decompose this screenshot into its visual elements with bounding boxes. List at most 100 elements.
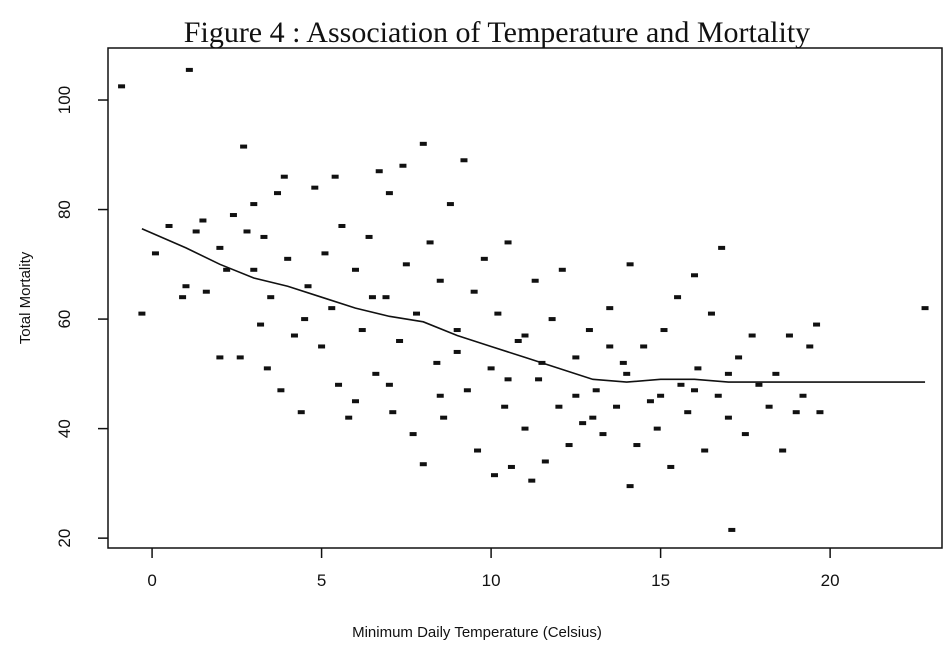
point — [748, 333, 756, 338]
point — [304, 284, 312, 289]
point — [240, 144, 248, 149]
point — [284, 256, 292, 261]
point — [613, 404, 621, 409]
point — [724, 371, 732, 376]
point — [192, 229, 200, 234]
point — [646, 399, 654, 404]
point — [660, 328, 668, 333]
point — [606, 306, 614, 311]
point — [396, 338, 404, 343]
point — [674, 295, 682, 300]
point — [151, 251, 159, 256]
trend-line — [141, 227, 926, 383]
point — [640, 344, 648, 349]
point — [504, 240, 512, 245]
point — [684, 410, 692, 415]
point — [118, 84, 126, 89]
point — [714, 393, 722, 398]
point — [399, 163, 407, 168]
point — [667, 464, 675, 469]
point — [138, 311, 146, 316]
point — [409, 432, 417, 437]
point — [297, 410, 305, 415]
point — [185, 67, 193, 72]
point — [402, 262, 410, 267]
point — [389, 410, 397, 415]
x-axis-label: Minimum Daily Temperature (Celsius) — [352, 624, 602, 641]
point — [633, 443, 641, 448]
point — [199, 218, 207, 223]
point — [301, 317, 309, 322]
point — [267, 295, 275, 300]
point — [521, 333, 529, 338]
point — [724, 415, 732, 420]
point — [419, 462, 427, 467]
y-tick-label: 40 — [55, 419, 74, 438]
point — [813, 322, 821, 327]
point — [368, 295, 376, 300]
point — [572, 393, 580, 398]
x-tick-label: 0 — [147, 571, 156, 590]
point — [229, 213, 237, 218]
point — [514, 338, 522, 343]
point — [331, 174, 339, 179]
point — [779, 448, 787, 453]
y-axis-label: Total Mortality — [17, 251, 34, 344]
y-tick-label: 80 — [55, 200, 74, 219]
point — [501, 404, 509, 409]
chart-title: Figure 4 : Association of Temperature an… — [184, 16, 810, 49]
point — [555, 404, 563, 409]
point — [691, 388, 699, 393]
point — [365, 234, 373, 239]
point — [589, 415, 597, 420]
point — [372, 371, 380, 376]
point — [290, 333, 298, 338]
point — [382, 295, 390, 300]
point — [765, 404, 773, 409]
point — [274, 191, 282, 196]
point — [772, 371, 780, 376]
point — [592, 388, 600, 393]
point — [263, 366, 271, 371]
point — [277, 388, 285, 393]
point — [179, 295, 187, 300]
point — [653, 426, 661, 431]
point — [606, 344, 614, 349]
plot-frame — [107, 47, 943, 549]
point — [202, 289, 210, 294]
point — [440, 415, 448, 420]
point — [691, 273, 699, 278]
point — [446, 202, 454, 207]
point — [585, 328, 593, 333]
point — [453, 349, 461, 354]
point — [494, 311, 502, 316]
point — [385, 382, 393, 387]
point — [626, 484, 634, 489]
point — [657, 393, 665, 398]
point — [741, 432, 749, 437]
point — [806, 344, 814, 349]
point — [521, 426, 529, 431]
point — [345, 415, 353, 420]
point — [426, 240, 434, 245]
point — [548, 317, 556, 322]
point — [490, 473, 498, 478]
point — [335, 382, 343, 387]
y-tick-label: 60 — [55, 310, 74, 329]
point — [436, 278, 444, 283]
point — [463, 388, 471, 393]
point — [351, 399, 359, 404]
point — [755, 382, 763, 387]
x-tick-label: 10 — [482, 571, 501, 590]
point — [701, 448, 709, 453]
point — [223, 267, 231, 272]
point — [250, 267, 258, 272]
point — [816, 410, 824, 415]
y-tick-label: 20 — [55, 529, 74, 548]
point — [487, 366, 495, 371]
point — [419, 141, 427, 146]
point — [216, 245, 224, 250]
point — [677, 382, 685, 387]
point — [480, 256, 488, 261]
